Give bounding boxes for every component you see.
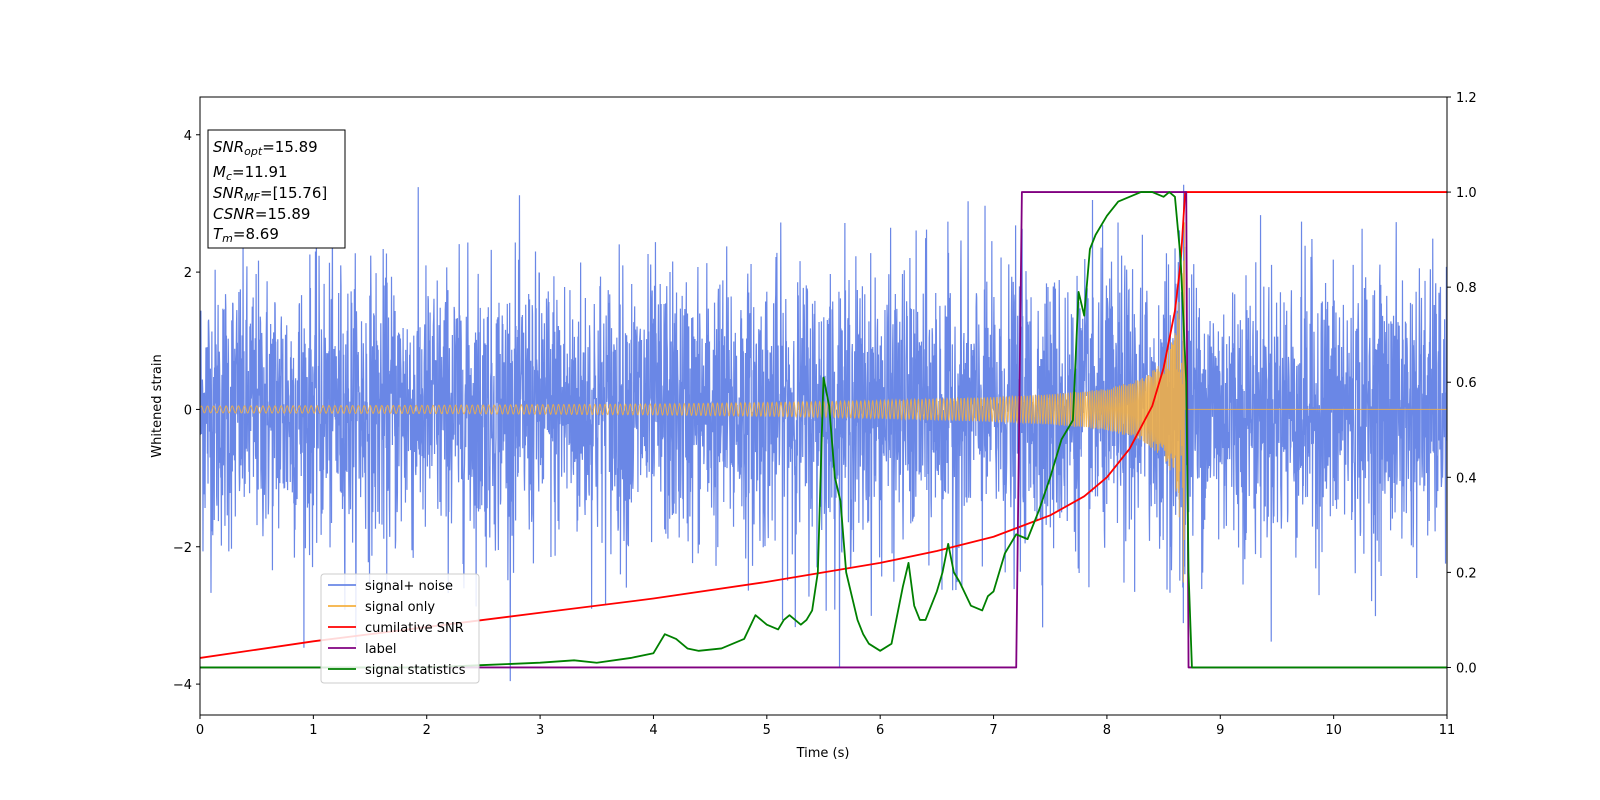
legend-entry: signal statistics — [365, 663, 466, 678]
y-right-tick-label: 0.2 — [1456, 566, 1477, 581]
x-tick-label: 6 — [876, 723, 884, 738]
axes: 0 1 2 3 4 5 6 7 8 9 10 11 −4 −2 0 2 4 0.0 0.2 0.4 0.6 0.8 1.0 1… — [173, 91, 1477, 738]
legend-entry: cumilative SNR — [365, 621, 464, 636]
x-tick-label: 0 — [196, 723, 204, 738]
y-right-tick-label: 0.4 — [1456, 471, 1477, 486]
y-left-tick-label: 2 — [184, 266, 192, 281]
y-left-tick-label: −4 — [173, 678, 192, 693]
y-axis-label: Whitened strain — [150, 354, 165, 457]
x-tick-label: 4 — [649, 723, 657, 738]
series-cumulative-snr-line — [200, 191, 1447, 659]
x-tick-label: 3 — [536, 723, 544, 738]
annotation-line: SNRopt=15.89 — [213, 138, 318, 158]
series-signal-noise-line — [200, 184, 1447, 682]
annotation-line: Mc=11.91 — [213, 163, 288, 183]
y-left-tick-label: 0 — [184, 403, 192, 418]
annotation-frame — [207, 129, 346, 249]
legend-entry: signal+ noise — [365, 579, 453, 594]
annotation-line: CSNR=15.89 — [213, 205, 310, 223]
x-tick-label: 2 — [423, 723, 431, 738]
y-right-tick-label: 0.0 — [1456, 661, 1477, 676]
x-tick-label: 9 — [1216, 723, 1224, 738]
series-signal-statistics-line — [200, 191, 1447, 669]
plot-frame — [199, 96, 1448, 716]
plot-area — [200, 184, 1447, 682]
y-right-tick-label: 0.6 — [1456, 376, 1477, 391]
x-tick-label: 11 — [1439, 723, 1456, 738]
x-tick-label: 8 — [1103, 723, 1111, 738]
legend-entry: label — [365, 642, 396, 657]
x-tick-label: 7 — [989, 723, 997, 738]
y-left-tick-label: −2 — [173, 541, 192, 556]
x-tick-label: 5 — [763, 723, 771, 738]
annotation-line: SNRMF=[15.76] — [213, 184, 327, 204]
legend-frame — [320, 573, 480, 684]
y-right-tick-label: 0.8 — [1456, 281, 1477, 296]
annotation-line: Tm=8.69 — [213, 225, 279, 245]
annotation-box: SNRopt=15.89 Mc=11.91SNRMF=[15.76]CSNR=15… — [207, 129, 346, 249]
y-left-tick-label: 4 — [184, 129, 192, 144]
x-tick-label: 1 — [309, 723, 317, 738]
legend: signal+ noise signal only cumilative SNR la… — [320, 573, 480, 684]
y-right-tick-label: 1.0 — [1456, 186, 1477, 201]
x-axis-label: Time (s) — [796, 746, 850, 761]
legend-entry: signal only — [365, 600, 435, 615]
x-tick-label: 10 — [1325, 723, 1342, 738]
y-right-tick-label: 1.2 — [1456, 91, 1477, 106]
